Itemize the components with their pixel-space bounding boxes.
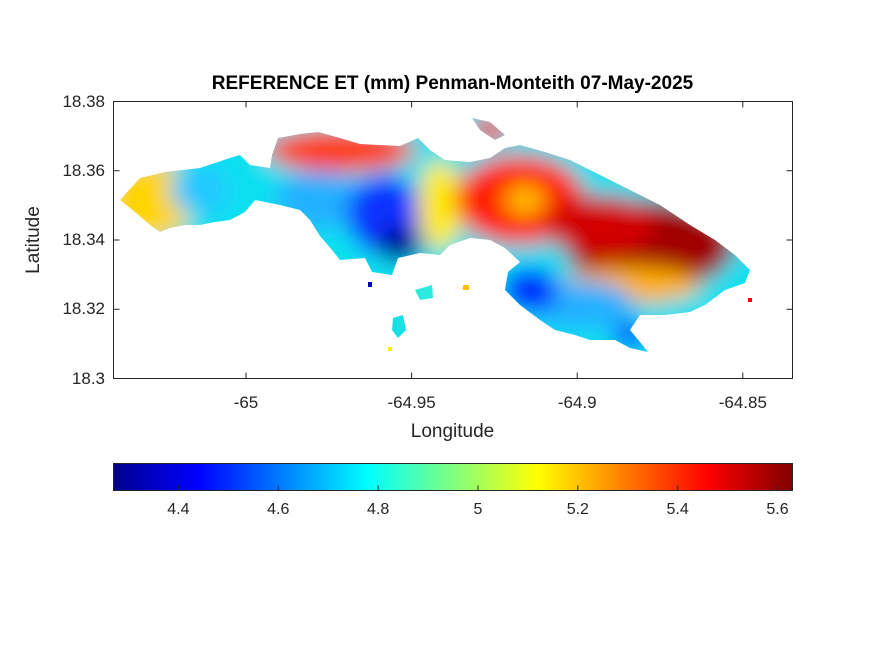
colorbar (113, 463, 793, 491)
pixel-cell (368, 282, 372, 287)
y-tick-label: 18.32 (62, 299, 105, 319)
y-tick-label: 18.34 (62, 230, 105, 249)
region-cay-b (413, 285, 437, 301)
x-tick-label: -65 (233, 393, 259, 412)
y-axis-label: Latitude (23, 206, 44, 274)
pixel-cell (463, 285, 469, 290)
y-tick-label: 18.3 (71, 368, 105, 388)
colorbar-tick-label: 5.2 (566, 501, 589, 518)
pixel-cell (748, 298, 752, 302)
region-south-east-low (502, 268, 558, 312)
y-tick-marks (113, 101, 793, 379)
colorbar-tick-marks (177, 485, 779, 491)
x-tick-marks (245, 101, 744, 379)
x-tick-label: -64.95 (387, 393, 436, 412)
colorbar-tick-label: 4.6 (267, 501, 290, 518)
y-tick-label: 18.36 (62, 160, 105, 180)
region-transition (418, 160, 462, 250)
region-central-deep (378, 227, 422, 263)
colorbar-tick-label: 5.4 (666, 501, 689, 518)
colorbar-tick-label: 4.8 (366, 501, 390, 518)
x-tick-label: -64.85 (718, 393, 767, 412)
region-east-mid (545, 195, 655, 255)
colorbar-tick-label: 5.6 (766, 501, 789, 518)
colorbar-tick-label: 4.4 (167, 501, 190, 518)
y-tick-label: 18.38 (62, 91, 105, 111)
chart-title: REFERENCE ET (mm) Penman-Monteith 07-May… (211, 73, 694, 94)
pixel-cell (388, 347, 392, 351)
x-tick-label: -64.9 (557, 393, 597, 412)
colorbar-tick-label: 5 (473, 501, 483, 518)
region-east-warm (505, 185, 545, 215)
region-west-mid (170, 165, 230, 215)
x-axis-label: Longitude (410, 421, 495, 442)
